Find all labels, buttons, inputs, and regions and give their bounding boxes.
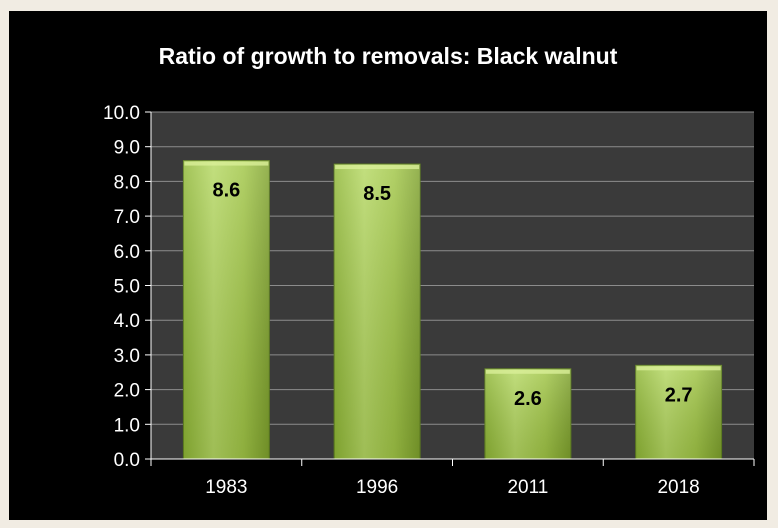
bar-highlight (636, 366, 721, 371)
y-tick-label: 10.0 (103, 103, 140, 124)
axes (145, 111, 755, 466)
bar-shade (484, 368, 571, 459)
y-tick-labels: 0.0 1.0 2.0 3.0 4.0 5.0 6.0 7.0 8.0 9.0 10.0 (103, 103, 140, 471)
y-tick-label: 7.0 (114, 207, 140, 228)
bar-highlight (335, 165, 420, 170)
bars (182, 160, 723, 460)
bar-shade (334, 164, 421, 460)
bar-shade (635, 365, 722, 459)
y-tick-label: 6.0 (114, 242, 140, 263)
y-tick-label: 8.0 (114, 172, 140, 193)
data-label: 2.7 (665, 384, 693, 406)
bar-chart: Ratio of growth to removals: Black walnu… (103, 43, 755, 498)
y-tick-label: 3.0 (114, 346, 140, 367)
bar-shade (183, 160, 270, 459)
x-tick-label: 2018 (657, 477, 699, 498)
chart-frame: Ratio of growth to removals: Black walnu… (9, 11, 767, 520)
data-label: 2.6 (514, 388, 542, 410)
chart-title: Ratio of growth to removals: Black walnu… (159, 43, 618, 69)
x-tick-labels: 1983 1996 2011 2018 (205, 477, 700, 498)
data-labels: 8.6 8.5 2.6 2.7 (212, 180, 692, 410)
bar-2018 (635, 364, 723, 460)
y-tick-label: 2.0 (114, 381, 140, 402)
x-tick-label: 2011 (507, 477, 548, 498)
bar-highlight (485, 369, 570, 374)
bar-2011 (484, 368, 572, 460)
y-tick-label: 1.0 (114, 415, 140, 436)
y-tick-label: 0.0 (114, 450, 140, 471)
bar-highlight (184, 161, 269, 166)
x-tick-label: 1983 (205, 477, 247, 498)
y-tick-label: 5.0 (114, 277, 140, 298)
data-label: 8.6 (212, 180, 240, 202)
x-tick-label: 1996 (356, 477, 398, 498)
y-tick-label: 4.0 (114, 311, 140, 332)
data-label: 8.5 (363, 183, 391, 205)
bar-1983 (182, 160, 270, 460)
bar-1996 (333, 163, 421, 460)
y-tick-label: 9.0 (114, 138, 140, 159)
